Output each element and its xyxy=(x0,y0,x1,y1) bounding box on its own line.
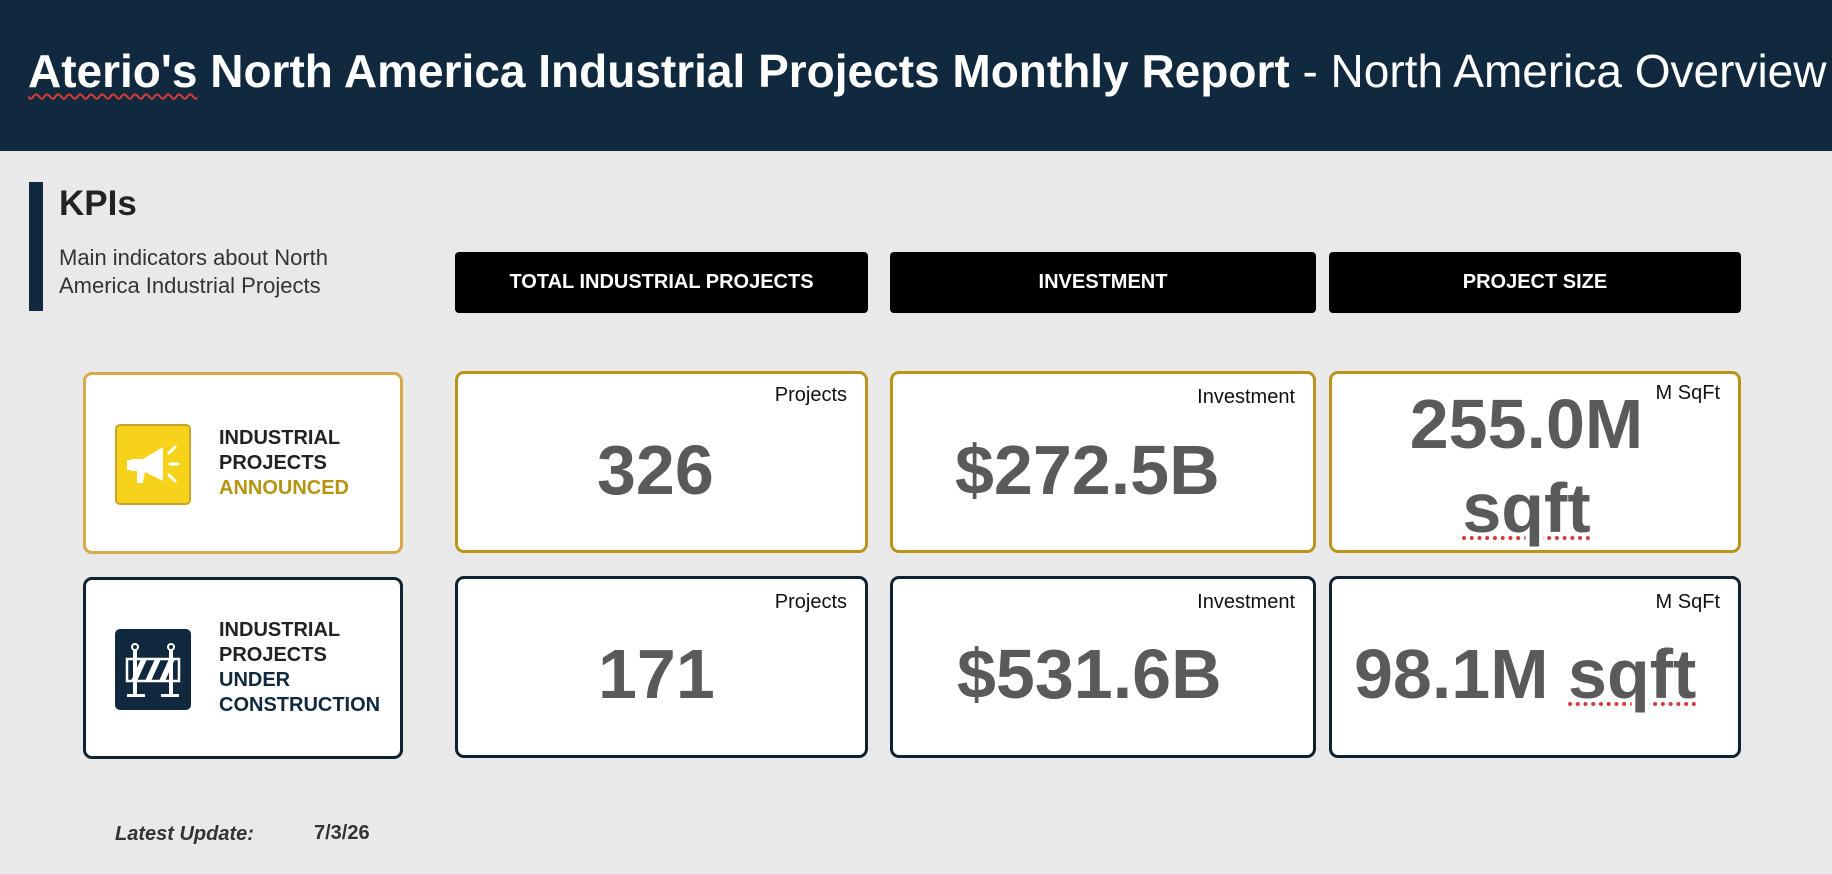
row-text-announced: INDUSTRIAL PROJECTS ANNOUNCED xyxy=(219,426,349,501)
card-unit: Projects xyxy=(774,384,847,406)
row-label-accent: UNDER xyxy=(219,669,291,691)
megaphone-icon xyxy=(115,424,191,505)
card-value-unit: sqft xyxy=(1462,469,1591,547)
report-title-main: North America Industrial Projects Monthl… xyxy=(197,45,1290,97)
card-value-number: 98.1M xyxy=(1354,635,1549,713)
latest-update-label: Latest Update: xyxy=(115,823,254,845)
card-value: 171 xyxy=(598,635,715,713)
card-value-number: 255.0M xyxy=(1409,385,1644,463)
column-header-project-size: PROJECT SIZE xyxy=(1329,252,1741,313)
report-header: Aterio's North America Industrial Projec… xyxy=(0,0,1832,151)
card-construction-projects: Projects 171 xyxy=(455,576,868,758)
column-header-total-projects: TOTAL INDUSTRIAL PROJECTS xyxy=(455,252,868,313)
row-label-accent: CONSTRUCTION xyxy=(219,694,381,716)
card-announced-size: M SqFt 255.0M sqft xyxy=(1329,371,1741,553)
brand-name: Aterio's xyxy=(28,45,198,97)
card-value: $531.6B xyxy=(957,635,1222,713)
card-value: 98.1M sqft xyxy=(1354,634,1696,714)
kpi-accent-bar xyxy=(29,182,43,311)
row-text-under-construction: INDUSTRIAL PROJECTS UNDER CONSTRUCTION xyxy=(219,618,380,718)
latest-update-value: 7/3/26 xyxy=(314,822,370,844)
card-unit: Projects xyxy=(774,591,847,613)
row-label-accent: ANNOUNCED xyxy=(219,477,349,499)
card-unit: M SqFt xyxy=(1655,382,1720,404)
card-unit: M SqFt xyxy=(1655,591,1720,613)
card-unit: Investment xyxy=(1197,386,1295,408)
row-label-line: INDUSTRIAL xyxy=(219,619,341,641)
card-unit: Investment xyxy=(1197,591,1295,613)
kpi-section-title: KPIs xyxy=(59,184,137,223)
report-title-suffix: - North America Overview xyxy=(1289,45,1827,97)
road-barrier-icon xyxy=(115,629,191,710)
card-value: 255.0M sqft xyxy=(1332,382,1721,550)
card-value: 326 xyxy=(597,431,714,509)
row-label-line: INDUSTRIAL xyxy=(219,427,341,449)
kpi-section-subtitle: Main indicators about North America Indu… xyxy=(59,245,329,298)
row-label-under-construction: INDUSTRIAL PROJECTS UNDER CONSTRUCTION xyxy=(83,577,403,759)
report-title: Aterio's North America Industrial Projec… xyxy=(28,44,1826,98)
card-value-unit: sqft xyxy=(1568,635,1697,713)
row-label-line: PROJECTS xyxy=(219,452,327,474)
row-label-line: PROJECTS xyxy=(219,644,327,666)
column-header-investment: INVESTMENT xyxy=(890,252,1316,313)
card-construction-size: M SqFt 98.1M sqft xyxy=(1329,576,1741,758)
card-announced-investment: Investment $272.5B xyxy=(890,371,1316,553)
card-value: $272.5B xyxy=(955,431,1220,509)
row-label-announced: INDUSTRIAL PROJECTS ANNOUNCED xyxy=(83,372,403,554)
card-announced-projects: Projects 326 xyxy=(455,371,868,553)
card-construction-investment: Investment $531.6B xyxy=(890,576,1316,758)
